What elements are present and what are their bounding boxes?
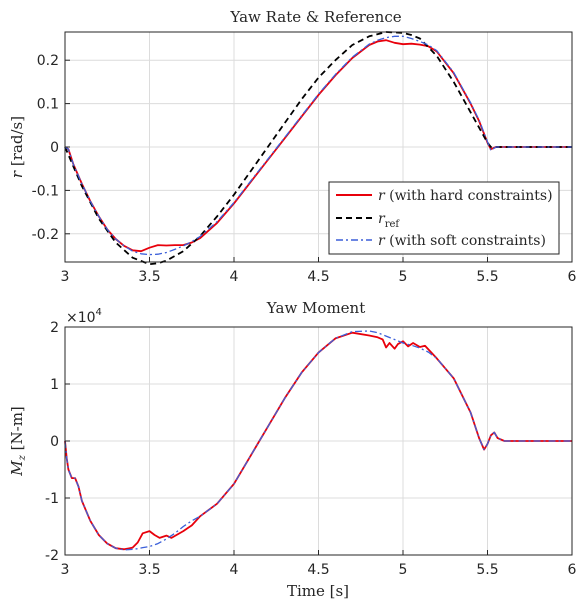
x-tick-label: 3 [61, 562, 70, 578]
series-line-1-1 [64, 330, 572, 551]
yaw-rate-title: Yaw Rate & Reference [229, 8, 401, 26]
yaw-moment-ylabel: Mz [N-m] [8, 406, 28, 477]
yaw-moment-grid [64, 326, 573, 556]
yaw-moment-ticks: 3 3.5 4 4.5 5 5.5 6 -2 -1 0 1 2 [45, 320, 577, 578]
y-tick-label: -1 [45, 491, 59, 507]
y-tick-label: -2 [45, 548, 59, 564]
yaw-rate-ticks: 3 3.5 4 4.5 5 5.5 6 -0.2 -0.1 0 0.1 0.2 [32, 53, 577, 285]
legend-label-ref: rref [378, 211, 400, 230]
yaw-rate-ylabel: r [rad/s] [8, 116, 26, 178]
series-line-0-1 [64, 31, 572, 266]
y-tick-label: 0 [50, 434, 59, 450]
x-tick-label: 3.5 [138, 269, 160, 285]
x-tick-label: 6 [568, 562, 577, 578]
x-tick-label: 3.5 [138, 562, 160, 578]
yaw-moment-exponent: ×104 [66, 307, 102, 326]
legend-label-soft: r (with soft constraints) [378, 233, 546, 249]
time-xlabel: Time [s] [287, 582, 349, 600]
y-tick-label: -0.2 [32, 227, 59, 243]
y-tick-label: 0.2 [37, 53, 59, 69]
x-tick-label: 5 [399, 562, 408, 578]
x-tick-label: 4 [230, 269, 239, 285]
legend-label-hard: r (with hard constraints) [378, 188, 553, 204]
x-tick-label: 5 [399, 269, 408, 285]
yaw-rate-legend: r (with hard constraints) rref r (with s… [328, 181, 560, 255]
x-tick-label: 3 [61, 269, 70, 285]
yaw-moment-title: Yaw Moment [266, 299, 365, 317]
yaw-rate-series [64, 31, 572, 266]
yaw-moment-axes: Yaw Moment ×104 3 3.5 4 4.5 5 5.5 6 -2 -1 0 1 2 Mz … [8, 299, 577, 600]
x-tick-label: 4.5 [307, 269, 329, 285]
series-line-0-2 [64, 35, 572, 256]
x-tick-label: 4.5 [307, 562, 329, 578]
x-tick-label: 5.5 [476, 269, 498, 285]
y-tick-label: 2 [50, 320, 59, 336]
x-tick-label: 6 [568, 269, 577, 285]
y-tick-label: 0.1 [37, 97, 59, 113]
y-tick-label: -0.1 [32, 183, 59, 199]
yaw-rate-axes: Yaw Rate & Reference 3 3.5 4 4.5 5 5.5 6 -0.2 -0… [8, 8, 577, 285]
x-tick-label: 5.5 [476, 562, 498, 578]
x-tick-label: 4 [230, 562, 239, 578]
y-tick-label: 1 [50, 377, 59, 393]
yaw-moment-series [64, 330, 572, 551]
y-tick-label: 0 [50, 140, 59, 156]
